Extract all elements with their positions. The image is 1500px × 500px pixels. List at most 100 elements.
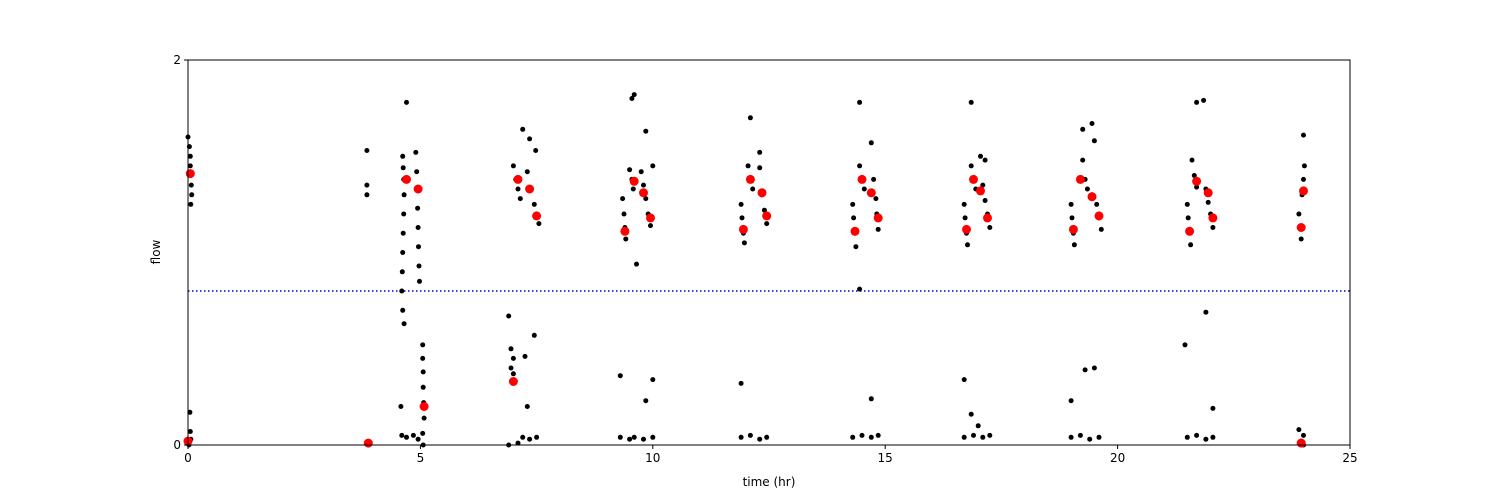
- data-point: [1080, 157, 1086, 163]
- data-point: [401, 211, 407, 217]
- data-point: [1205, 199, 1211, 205]
- data-point: [188, 182, 194, 188]
- data-point: [875, 432, 881, 438]
- data-point: [364, 148, 370, 153]
- data-point: [508, 365, 514, 371]
- data-point: [533, 148, 539, 153]
- x-tick-label: 15: [878, 451, 893, 465]
- data-point: [747, 432, 753, 438]
- data-point: [413, 149, 419, 155]
- data-point: [1301, 176, 1306, 182]
- data-point: [1192, 176, 1202, 186]
- data-point: [738, 224, 748, 234]
- data-point: [982, 198, 988, 203]
- data-point: [1301, 132, 1306, 138]
- data-point: [187, 409, 193, 415]
- data-point: [1077, 432, 1083, 438]
- data-point: [623, 236, 629, 242]
- data-point: [1299, 186, 1308, 196]
- data-point: [641, 182, 646, 188]
- data-point: [1203, 309, 1209, 315]
- data-point: [961, 434, 967, 440]
- data-point: [1296, 223, 1306, 232]
- data-point: [969, 174, 978, 184]
- data-point: [987, 432, 993, 438]
- data-point: [738, 380, 744, 386]
- plot-frame: [187, 59, 1351, 446]
- x-tick-label: 10: [645, 451, 660, 465]
- data-point: [762, 211, 772, 221]
- data-point: [506, 313, 512, 319]
- data-point: [1096, 434, 1102, 440]
- data-point: [400, 153, 406, 159]
- data-point: [520, 434, 526, 440]
- data-point: [643, 398, 649, 404]
- data-point: [1091, 365, 1097, 371]
- data-point: [1185, 215, 1191, 221]
- data-point: [531, 201, 537, 207]
- data-point: [400, 307, 406, 313]
- data-point: [866, 188, 876, 198]
- data-point: [363, 438, 373, 448]
- data-point: [1194, 432, 1200, 438]
- data-point: [764, 221, 770, 227]
- data-point: [1210, 434, 1216, 440]
- data-point: [1296, 427, 1302, 433]
- data-point: [1094, 211, 1104, 221]
- data-point: [747, 115, 753, 121]
- data-point: [1080, 126, 1086, 132]
- data-point: [968, 163, 974, 169]
- data-point: [414, 169, 420, 175]
- data-point: [739, 215, 745, 221]
- data-point: [524, 169, 530, 175]
- data-point: [962, 224, 971, 234]
- data-point: [420, 369, 426, 375]
- data-point: [1189, 157, 1195, 163]
- data-point: [410, 432, 416, 438]
- data-point: [638, 169, 644, 175]
- data-point: [187, 153, 193, 159]
- data-point: [630, 186, 636, 192]
- data-point: [627, 167, 633, 173]
- data-point: [515, 186, 521, 192]
- data-point: [761, 207, 767, 213]
- data-point: [515, 440, 521, 446]
- data-point: [520, 126, 526, 132]
- data-point: [971, 432, 976, 438]
- data-point: [1203, 436, 1209, 442]
- data-point: [873, 196, 879, 202]
- data-point: [400, 230, 406, 236]
- data-point: [650, 377, 656, 383]
- data-point: [1069, 215, 1075, 221]
- plot-background: [188, 60, 1350, 445]
- x-tick-label: 5: [417, 451, 425, 465]
- series-1: [183, 169, 1308, 448]
- data-point: [620, 226, 630, 236]
- data-point: [650, 434, 656, 440]
- data-point: [868, 396, 874, 402]
- data-point: [398, 404, 404, 409]
- data-point: [1068, 224, 1078, 234]
- data-point: [871, 176, 877, 182]
- data-point: [764, 434, 770, 440]
- data-point: [421, 415, 427, 421]
- data-point: [1068, 434, 1074, 440]
- data-point: [531, 332, 537, 338]
- data-point: [1191, 173, 1197, 178]
- data-point: [1075, 174, 1085, 184]
- data-point: [1298, 236, 1304, 242]
- data-point: [417, 278, 422, 284]
- data-point: [857, 163, 863, 169]
- data-point: [961, 377, 967, 383]
- x-axis-ticks: 0 5 10 15 20 25: [184, 445, 1358, 465]
- data-point: [620, 196, 626, 202]
- data-point: [976, 186, 985, 196]
- data-point: [850, 434, 856, 440]
- data-point: [975, 423, 981, 429]
- data-point: [983, 213, 992, 223]
- data-point: [851, 215, 857, 221]
- data-point: [187, 163, 193, 169]
- data-point: [1208, 213, 1218, 223]
- data-point: [627, 436, 633, 442]
- y-tick-label: 2: [173, 53, 181, 67]
